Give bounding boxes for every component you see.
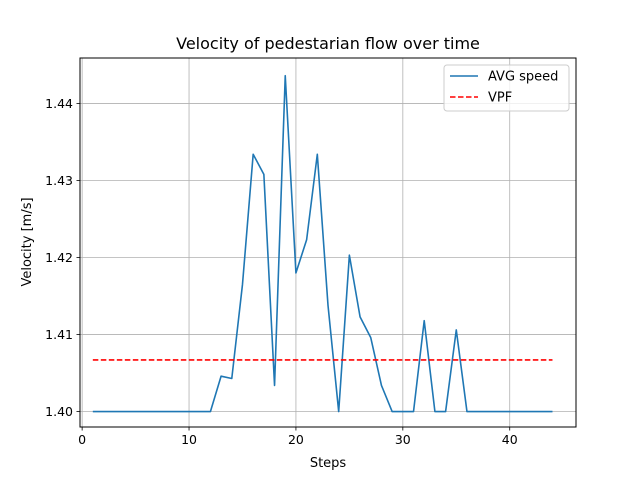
legend-label-vpf: VPF [488, 91, 512, 106]
y-tick-label: 1.44 [45, 96, 73, 111]
x-tick-label: 40 [502, 432, 518, 447]
y-axis: 1.40 1.41 1.42 1.43 1.44 [45, 96, 80, 419]
y-tick-label: 1.43 [45, 173, 73, 188]
y-tick-label: 1.41 [45, 327, 73, 342]
chart-title: Velocity of pedestarian flow over time [176, 34, 480, 53]
legend: AVG speed VPF [443, 64, 570, 112]
y-axis-label: Velocity [m/s] [20, 197, 35, 286]
series-layer [92, 74, 553, 413]
plot-frame [79, 57, 577, 428]
y-tick-label: 1.42 [45, 250, 73, 265]
y-tick-label: 1.40 [45, 404, 73, 419]
series-line-avg-speed [92, 74, 553, 413]
x-tick-label: 20 [288, 432, 304, 447]
legend-label-avg-speed: AVG speed [488, 70, 558, 85]
x-axis: 0 10 20 30 40 [78, 427, 518, 447]
x-tick-label: 0 [78, 432, 86, 447]
x-axis-label: Steps [310, 456, 347, 471]
x-tick-label: 10 [181, 432, 197, 447]
x-tick-label: 30 [395, 432, 411, 447]
